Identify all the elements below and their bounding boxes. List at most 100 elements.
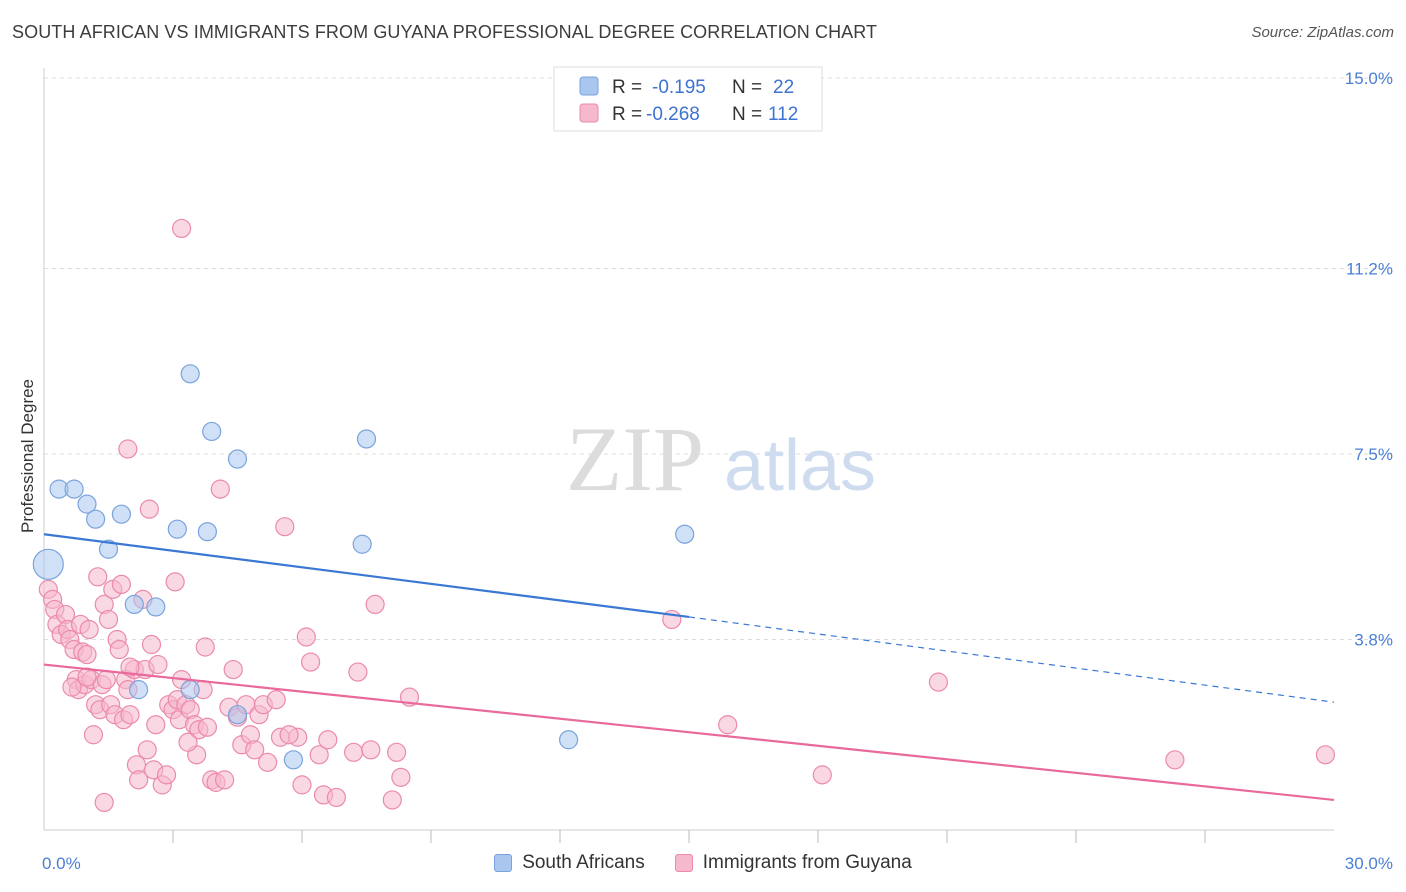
guyana-point-29 <box>109 639 129 660</box>
y-tick-label-0: 15.0% <box>1345 69 1393 88</box>
guyana-point-15 <box>79 619 99 640</box>
guyana-point-107 <box>279 725 299 745</box>
guyana-point-94 <box>172 218 192 239</box>
guyana-point-102 <box>94 792 114 813</box>
guyana-point-64 <box>210 479 230 499</box>
series-south-africans <box>32 364 695 770</box>
guyana-point-40 <box>137 740 157 760</box>
guyana-point-85 <box>326 787 346 808</box>
guyana-point-82 <box>309 745 329 765</box>
south-africans-point-12 <box>180 364 200 384</box>
guyana-point-65 <box>215 770 235 790</box>
guyana-point-80 <box>296 627 316 647</box>
south-africans-point-20 <box>558 730 579 750</box>
y-tick-label-1: 11.2% <box>1346 260 1393 279</box>
swatch-immigrants-from-guyana <box>674 854 693 872</box>
guyana-point-92 <box>391 767 411 787</box>
guyana-point-86 <box>344 742 364 762</box>
guyana-point-17 <box>83 725 104 745</box>
south-africans-point-5 <box>98 539 119 559</box>
guyana-point-103 <box>62 677 82 697</box>
guyana-point-88 <box>361 740 381 760</box>
swatch-south-africans <box>494 854 513 872</box>
guyana-point-44 <box>146 715 166 735</box>
guyana-point-105 <box>178 732 198 752</box>
south-africans-point-9 <box>146 597 166 617</box>
south-africans-point-0 <box>32 548 64 580</box>
guyana-point-14 <box>77 644 97 665</box>
south-africans-point-21 <box>675 524 695 544</box>
guyana-point-87 <box>348 662 368 682</box>
guyana-point-67 <box>223 659 243 680</box>
guyana-point-106 <box>245 740 265 760</box>
chart-title: SOUTH AFRICAN VS IMMIGRANTS FROM GUYANA … <box>12 22 878 42</box>
guyana-point-98 <box>812 765 832 785</box>
legend-item-south-africans: South Africans <box>494 852 645 874</box>
guyana-point-97 <box>718 715 738 735</box>
legend-r-value-2: -0.268 <box>646 104 700 125</box>
guyana-point-91 <box>387 742 407 762</box>
x-tick-label-0: 0.0% <box>42 854 81 873</box>
guyana-point-79 <box>292 775 312 795</box>
south-africans-point-8 <box>129 680 149 700</box>
legend-n-label-2: N = <box>732 104 762 125</box>
x-axis-tick-labels: 0.0% 30.0% <box>42 854 1393 873</box>
source-credit: Source: ZipAtlas.com <box>1251 24 1394 41</box>
legend-n-value-1: 22 <box>773 77 794 98</box>
south-africans-point-6 <box>111 504 132 524</box>
guyana-point-60 <box>195 637 215 657</box>
guyana-point-37 <box>129 770 149 790</box>
south-africans-point-13 <box>197 522 217 542</box>
guyana-point-84 <box>318 730 338 750</box>
watermark-zip: ZIP <box>566 408 704 510</box>
legend-n-label-1: N = <box>732 77 762 98</box>
guyana-point-89 <box>365 594 385 615</box>
south-africans-point-2 <box>64 479 84 499</box>
guyana-point-50 <box>165 572 185 592</box>
legend-swatch-blue <box>579 76 599 96</box>
legend-r-label-1: R = <box>612 77 642 98</box>
south-africans-point-4 <box>85 509 106 529</box>
south-africans-point-7 <box>124 594 144 615</box>
guyana-point-30 <box>111 574 132 594</box>
guyana-point-77 <box>275 517 295 537</box>
guyana-point-47 <box>156 765 177 785</box>
guyana-point-19 <box>88 567 108 587</box>
legend-swatch-pink <box>579 103 599 123</box>
series-immigrants-from-guyana <box>38 218 1336 813</box>
legend-r-label-2: R = <box>612 104 642 125</box>
legend-r-value-1: -0.195 <box>652 77 706 98</box>
guyana-point-61 <box>197 717 217 737</box>
legend-item-immigrants-from-guyana: Immigrants from Guyana <box>674 852 912 874</box>
guyana-point-23 <box>96 670 116 690</box>
south-africans-point-3 <box>77 494 97 514</box>
x-tick-label-1: 30.0% <box>1345 854 1393 873</box>
guyana-point-100 <box>1165 750 1185 770</box>
south-africans-trend-extension <box>688 616 1335 703</box>
guyana-point-95 <box>118 439 138 459</box>
legend-box <box>553 66 823 132</box>
legend-n-value-2: 112 <box>768 104 798 125</box>
south-africans-point-10 <box>167 519 187 539</box>
south-africans-point-19 <box>356 429 377 449</box>
south-africans-point-15 <box>227 705 248 725</box>
guyana-point-34 <box>120 705 140 725</box>
guyana-point-104 <box>120 657 140 677</box>
guyana-point-42 <box>141 634 162 655</box>
guyana-point-90 <box>382 790 402 810</box>
guyana-trend-line <box>43 663 1335 802</box>
y-tick-label-3: 3.8% <box>1354 631 1393 650</box>
guyana-point-24 <box>98 609 119 630</box>
south-africans-point-17 <box>283 750 303 770</box>
trend-lines <box>43 533 1335 802</box>
x-axis-ticks <box>172 830 1206 843</box>
south-africans-point-18 <box>352 534 372 554</box>
south-africans-point-11 <box>180 680 200 700</box>
series-legend: South Africans Immigrants from Guyana <box>0 852 1406 874</box>
y-axis-tick-labels: 15.0% 11.2% 7.5% 3.8% <box>1345 69 1393 649</box>
guyana-point-45 <box>148 654 168 675</box>
south-africans-point-14 <box>202 421 222 442</box>
zipatlas-watermark: ZIP atlas <box>566 408 876 510</box>
south-africans-trend-line <box>43 533 690 619</box>
